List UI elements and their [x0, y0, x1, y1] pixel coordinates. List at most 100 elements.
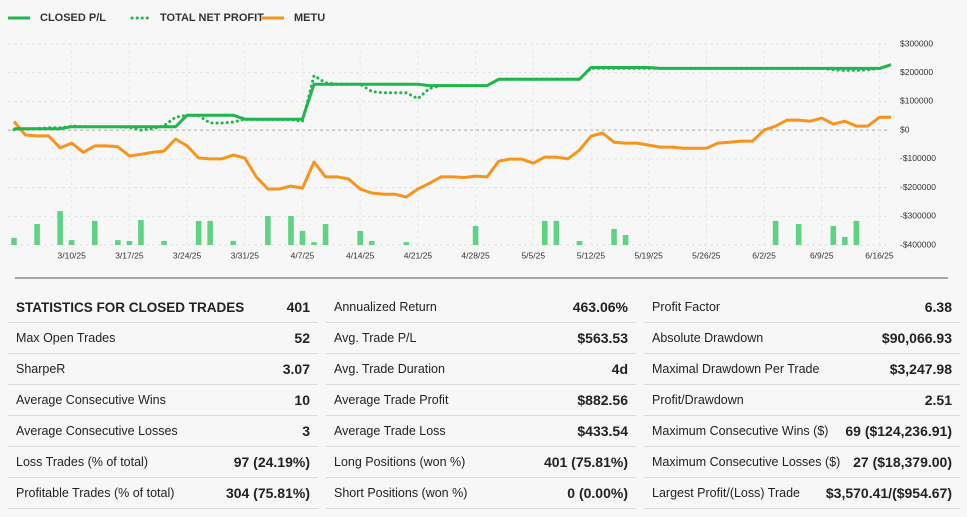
- volume-bar: [11, 237, 17, 245]
- stats-row: Loss Trades (% of total) 97 (24.19%): [8, 447, 318, 478]
- volume-bar: [91, 220, 98, 245]
- stat-value: $563.53: [577, 330, 628, 346]
- stat-value: 304 (75.81%): [225, 485, 310, 501]
- x-tick-label: 6/9/25: [810, 250, 834, 260]
- legend-label: TOTAL NET PROFIT: [160, 12, 264, 24]
- volume-bar: [853, 220, 860, 245]
- y-tick-label: $100000: [900, 96, 933, 106]
- stat-label: Long Positions (won %): [334, 455, 466, 469]
- stats-row: Absolute Drawdown $90,066.93: [644, 323, 960, 354]
- x-tick-label: 5/26/25: [692, 250, 721, 260]
- stats-row: Avg. Trade Duration 4d: [326, 354, 636, 385]
- stat-value: 10: [294, 392, 310, 408]
- stat-label: Absolute Drawdown: [652, 331, 764, 345]
- stat-label: Maximal Drawdown Per Trade: [652, 362, 820, 376]
- volume-bar: [126, 240, 133, 245]
- stats-row: Profit/Drawdown 2.51: [644, 385, 960, 416]
- stat-value: 97 (24.19%): [233, 454, 310, 470]
- stat-label: Average Consecutive Wins: [16, 393, 166, 407]
- volume-bar: [472, 226, 479, 245]
- series-line: [12, 115, 891, 199]
- volume-bar: [611, 228, 617, 245]
- volume-bar: [576, 240, 583, 245]
- x-tick-label: 5/12/25: [577, 250, 606, 260]
- volume-bar: [161, 240, 167, 245]
- x-tick-label: 6/16/25: [865, 250, 894, 260]
- stat-label: Average Trade Loss: [334, 424, 446, 438]
- legend-label: METU: [294, 12, 325, 24]
- volume-bar: [403, 242, 410, 245]
- stat-value: 401: [286, 299, 310, 315]
- stats-row: Average Trade Profit $882.56: [326, 385, 636, 416]
- volume-bar: [265, 215, 271, 245]
- stats-row: Short Positions (won %) 0 (0.00%): [326, 478, 636, 509]
- legend-label: CLOSED P/L: [40, 12, 106, 24]
- stats-row: Maximum Consecutive Losses ($) 27 ($18,37…: [644, 447, 960, 478]
- x-tick-label: 4/14/25: [346, 250, 375, 260]
- stats-row: SharpeR 3.07: [8, 354, 318, 385]
- volume-bar: [230, 240, 237, 245]
- volume-bar: [542, 220, 548, 245]
- stats-row: STATISTICS FOR CLOSED TRADES 401: [8, 292, 318, 323]
- x-tick-label: 3/31/25: [231, 250, 260, 260]
- volume-bar: [622, 234, 629, 245]
- x-tick-label: 4/21/25: [404, 250, 433, 260]
- stat-label: Avg. Trade P/L: [334, 331, 417, 345]
- stat-label: SharpeR: [16, 362, 66, 376]
- volume-bar: [842, 236, 848, 245]
- stats-row: Average Consecutive Wins 10: [8, 385, 318, 416]
- stat-value: 27 ($18,379.00): [853, 454, 952, 470]
- y-tick-label: -$200000: [900, 182, 936, 192]
- stat-value: 401 (75.81%): [543, 454, 628, 470]
- volume-bar: [207, 220, 213, 245]
- y-tick-label: -$400000: [900, 239, 936, 249]
- stat-label: Annualized Return: [334, 300, 437, 314]
- stat-label: Average Trade Profit: [334, 393, 449, 407]
- volume-bar: [772, 220, 779, 245]
- stat-value: 3.07: [282, 361, 310, 377]
- y-tick-label: $300000: [900, 38, 933, 48]
- stats-row: Average Consecutive Losses 3: [8, 416, 318, 447]
- x-tick-label: 3/10/25: [58, 250, 87, 260]
- stat-label: Profit Factor: [652, 300, 721, 314]
- stat-label: Short Positions (won %): [334, 486, 468, 500]
- y-tick-label: -$300000: [900, 211, 936, 221]
- stat-label: Avg. Trade Duration: [334, 362, 445, 376]
- x-tick-label: 4/28/25: [461, 250, 490, 260]
- stats-row: Largest Profit/(Loss) Trade $3,570.41/($9…: [644, 478, 960, 509]
- stat-label: Profitable Trades (% of total): [16, 486, 175, 500]
- volume-bar: [368, 240, 375, 245]
- volume-bar: [115, 240, 121, 245]
- stats-row: Avg. Trade P/L $563.53: [326, 323, 636, 354]
- stats-row: Average Trade Loss $433.54: [326, 416, 636, 447]
- stats-column: Annualized Return 463.06% Avg. Trade P/L $5…: [326, 292, 636, 509]
- statistics-table: STATISTICS FOR CLOSED TRADES 401 Max Open …: [0, 292, 967, 512]
- stats-row: Profit Factor 6.38: [644, 292, 960, 323]
- x-tick-label: 5/19/25: [634, 250, 663, 260]
- stats-row: Annualized Return 463.06%: [326, 292, 636, 323]
- volume-bar: [288, 215, 294, 245]
- stat-value: 463.06%: [572, 299, 628, 315]
- y-tick-label: $200000: [900, 67, 933, 77]
- x-tick-label: 3/17/25: [115, 250, 144, 260]
- volume-bar: [311, 242, 317, 245]
- x-tick-label: 6/2/25: [752, 250, 776, 260]
- chart: $300000 $200000 $100000 $0 -$100000 -$200000 -…: [8, 12, 948, 279]
- volume-bar: [68, 240, 75, 245]
- stat-label: Largest Profit/(Loss) Trade: [652, 486, 800, 500]
- stats-row: Maximum Consecutive Wins ($) 69 ($124,236…: [644, 416, 960, 447]
- series-line: [14, 63, 892, 131]
- stat-value: 52: [294, 330, 310, 346]
- volume-bar: [322, 224, 329, 245]
- stats-column: STATISTICS FOR CLOSED TRADES 401 Max Open …: [8, 292, 318, 509]
- stat-value: $3,570.41/($954.67): [825, 485, 952, 501]
- x-tick-label: 4/7/25: [291, 250, 315, 260]
- stat-label: Loss Trades (% of total): [16, 455, 149, 469]
- series-line: [12, 63, 893, 132]
- stats-row: Max Open Trades 52: [8, 323, 318, 354]
- stats-column: Profit Factor 6.38 Absolute Drawdown $90,06…: [644, 292, 960, 509]
- stat-value: $3,247.98: [889, 361, 952, 377]
- volume-bar: [795, 224, 802, 245]
- volume-bar: [299, 230, 306, 245]
